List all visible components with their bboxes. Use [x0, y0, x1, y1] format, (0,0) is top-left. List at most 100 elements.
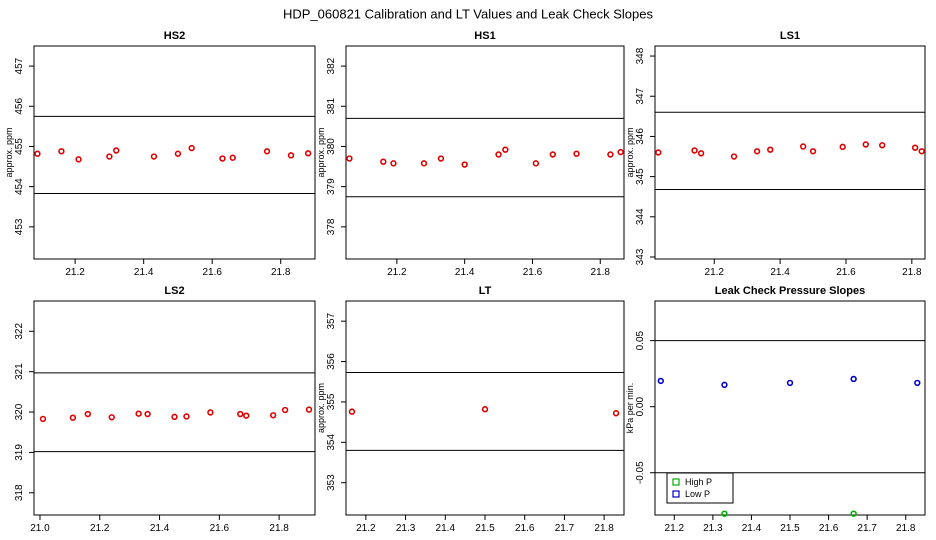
data-point	[911, 144, 919, 151]
data-point	[532, 160, 540, 167]
x-tick-label: 21.8	[591, 267, 611, 278]
data-point	[380, 158, 387, 165]
data-point	[607, 151, 614, 158]
data-point	[135, 410, 142, 417]
data-point	[691, 147, 698, 154]
data-point	[767, 146, 774, 153]
chart-panel-4: LS2 21.0 21.2 21.4 21.6 21.8 318 319 320 321 322	[14, 285, 316, 534]
y-tick-label: 346	[635, 128, 646, 145]
panel-title: LS2	[164, 285, 184, 297]
data-point	[753, 148, 761, 155]
y-tick-label: 381	[326, 98, 337, 115]
chart-panel-3: LS1 21.2 21.4 21.6 21.8 343 344 345 346 347 348 app…	[625, 30, 926, 278]
data-point	[862, 141, 869, 148]
data-point	[69, 414, 77, 421]
data-point	[305, 406, 313, 413]
x-tick-label: 21.6	[202, 267, 222, 278]
data-point	[918, 148, 925, 155]
data-point	[495, 151, 502, 158]
data-point	[914, 379, 921, 387]
y-axis-label: approx. ppm	[625, 127, 635, 177]
x-tick-label: 21.5	[475, 523, 495, 534]
y-tick-label: 382	[326, 57, 337, 74]
x-tick-label: 21.0	[30, 523, 50, 534]
legend-label: Low P	[685, 489, 710, 499]
legend-swatch	[672, 478, 680, 486]
data-point	[171, 413, 178, 421]
data-point	[390, 160, 397, 167]
y-tick-label: 345	[635, 168, 646, 185]
y-axis-label: approx. ppm	[316, 127, 326, 177]
data-point	[304, 150, 312, 157]
y-axis-label: approx. ppm	[4, 127, 14, 177]
plot-frame	[654, 45, 926, 260]
y-tick-label: 322	[14, 323, 25, 340]
x-tick-label: 21.4	[742, 523, 762, 534]
plot-frame	[345, 45, 625, 260]
y-tick-label: 354	[326, 434, 337, 451]
y-tick-label: 378	[326, 218, 337, 235]
x-tick-label: 21.4	[150, 523, 170, 534]
y-axis-label: approx. ppm	[316, 383, 326, 433]
y-tick-label: 318	[14, 484, 25, 501]
data-point	[730, 153, 738, 160]
figure-title: HDP_060821 Calibration and LT Values and…	[283, 6, 654, 21]
x-tick-label: 21.4	[455, 267, 475, 278]
chart-panel-6: Leak Check Pressure Slopes 21.2 21.3 21.4 21…	[625, 285, 926, 534]
legend: High P Low P	[666, 472, 734, 504]
x-tick-label: 21.6	[523, 267, 543, 278]
y-tick-label: 0.00	[635, 397, 646, 417]
x-tick-label: 21.8	[902, 267, 922, 278]
panel-title: LS1	[780, 30, 800, 42]
legend-swatch	[672, 490, 680, 498]
y-tick-label: 347	[635, 87, 646, 104]
data-point	[58, 148, 65, 155]
x-tick-label: 21.5	[780, 523, 800, 534]
x-tick-label: 21.2	[665, 523, 685, 534]
data-point	[502, 146, 509, 153]
x-tick-label: 21.7	[555, 523, 575, 534]
y-tick-label: -0.05	[635, 461, 646, 484]
data-point	[108, 414, 115, 421]
chart-panel-5: LT 21.2 21.3 21.4 21.5 21.6 21.7 21.8 353 354 355 3…	[316, 285, 625, 534]
data-point	[697, 150, 705, 157]
x-tick-label: 21.2	[705, 267, 725, 278]
x-tick-label: 21.6	[515, 523, 535, 534]
y-tick-label: 379	[326, 178, 337, 195]
data-point	[878, 142, 886, 149]
data-point	[420, 160, 428, 167]
y-tick-label: 356	[326, 353, 337, 370]
plot-frame	[345, 300, 625, 516]
y-tick-label: 319	[14, 444, 25, 461]
x-tick-label: 21.6	[836, 267, 856, 278]
panel-title: Leak Check Pressure Slopes	[715, 285, 865, 297]
x-tick-label: 21.4	[770, 267, 790, 278]
data-point	[850, 510, 857, 517]
data-point	[237, 410, 244, 418]
y-tick-label: 456	[14, 98, 25, 115]
data-point	[106, 153, 113, 160]
data-point	[655, 149, 662, 156]
x-tick-label: 21.2	[90, 523, 110, 534]
x-tick-label: 21.6	[210, 523, 230, 534]
data-point	[287, 152, 295, 159]
x-tick-label: 21.8	[594, 523, 614, 534]
data-point	[243, 412, 250, 419]
data-point	[144, 410, 151, 418]
legend-label: High P	[685, 477, 712, 487]
data-point	[809, 148, 817, 155]
data-point	[346, 155, 353, 162]
panel-title: HS2	[164, 30, 185, 42]
data-point	[188, 144, 195, 152]
x-tick-label: 21.8	[896, 523, 916, 534]
data-point	[657, 377, 664, 385]
data-point	[229, 154, 236, 161]
y-tick-label: 453	[14, 218, 25, 235]
y-tick-label: 0.05	[635, 330, 646, 350]
data-point	[174, 150, 182, 157]
y-tick-label: 454	[14, 178, 25, 195]
x-tick-label: 21.7	[857, 523, 877, 534]
x-tick-label: 21.3	[396, 523, 416, 534]
data-point	[839, 143, 846, 151]
